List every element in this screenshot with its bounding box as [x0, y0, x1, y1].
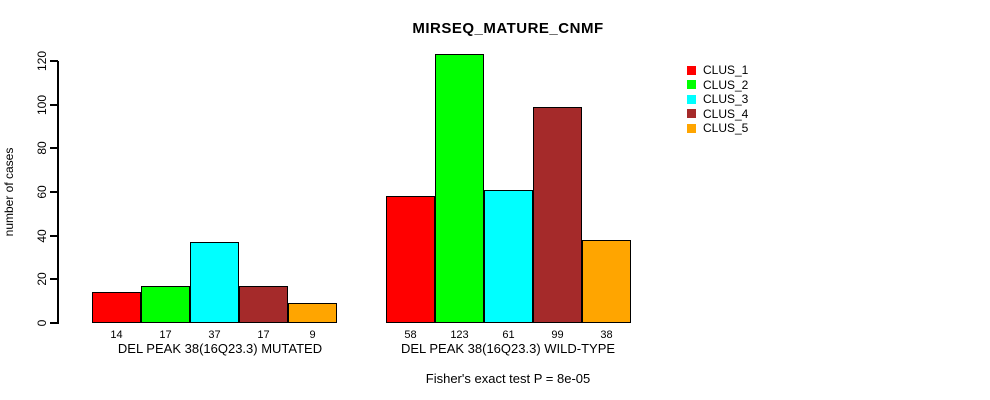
bar-clus_2-group0 — [141, 285, 190, 323]
y-tick-mark — [50, 147, 58, 150]
y-tick-label: 60 — [35, 185, 49, 199]
legend-row-clus_2: CLUS_2 — [687, 78, 748, 93]
bar-value-label: 58 — [404, 329, 417, 341]
bar-clus_3-group0 — [190, 242, 239, 323]
bar-clus_2-group1 — [435, 54, 484, 323]
bar-clus_1-group0 — [92, 292, 141, 323]
legend-label: CLUS_4 — [703, 106, 749, 121]
y-tick-mark — [50, 60, 58, 62]
legend-swatch-clus_1 — [687, 65, 696, 75]
bar-clus_4-group1 — [533, 106, 582, 323]
bar-value-label: 14 — [110, 329, 123, 341]
y-tick-label: 120 — [35, 50, 49, 72]
legend-label: CLUS_2 — [703, 77, 749, 92]
bar-value-label: 61 — [502, 329, 515, 341]
bar-clus_4-group0 — [239, 285, 288, 323]
bar-value-label: 17 — [257, 329, 270, 341]
legend-label: CLUS_3 — [703, 92, 749, 107]
y-axis-line — [57, 61, 59, 324]
y-tick-mark — [50, 278, 58, 281]
legend-row-clus_4: CLUS_4 — [687, 107, 748, 122]
fisher-test-caption: Fisher's exact test P = 8e-05 — [425, 371, 591, 386]
y-tick-mark — [50, 103, 58, 106]
y-tick-label: 100 — [35, 94, 49, 115]
group-label-wildtype: DEL PEAK 38(16Q23.3) WILD-TYPE — [400, 341, 616, 356]
legend-row-clus_5: CLUS_5 — [687, 121, 748, 136]
y-tick-mark — [50, 191, 58, 193]
group-label-mutated: DEL PEAK 38(16Q23.3) MUTATED — [117, 341, 323, 356]
y-tick-label: 40 — [35, 228, 49, 243]
legend-swatch-clus_2 — [687, 80, 696, 90]
y-tick-mark — [50, 322, 58, 324]
bar-clus_5-group1 — [582, 240, 631, 323]
bar-value-label: 38 — [600, 329, 613, 341]
y-tick-label: 20 — [35, 272, 49, 287]
y-tick-label: 0 — [35, 319, 49, 327]
legend-swatch-clus_5 — [687, 123, 696, 133]
legend-swatch-clus_4 — [687, 109, 696, 119]
y-tick-mark — [50, 234, 58, 237]
chart-title: MIRSEQ_MATURE_CNMF — [412, 20, 604, 37]
y-tick-label: 80 — [35, 141, 49, 156]
bar-clus_3-group1 — [484, 189, 533, 323]
bar-value-label: 123 — [450, 329, 469, 341]
bar-value-label: 9 — [309, 329, 316, 341]
bar-value-label: 17 — [159, 329, 172, 341]
bar-value-label: 37 — [208, 329, 221, 341]
legend-row-clus_1: CLUS_1 — [687, 63, 748, 78]
legend: CLUS_1 CLUS_2 CLUS_3 CLUS_4 CLUS_5 — [687, 63, 748, 136]
legend-label: CLUS_5 — [703, 121, 749, 136]
legend-label: CLUS_1 — [703, 63, 749, 78]
legend-swatch-clus_3 — [687, 94, 696, 104]
bar-clus_1-group1 — [386, 196, 435, 323]
y-axis-label: number of cases — [2, 147, 16, 237]
legend-row-clus_3: CLUS_3 — [687, 92, 748, 107]
bar-clus_5-group0 — [288, 303, 337, 323]
bar-value-label: 99 — [551, 329, 564, 341]
